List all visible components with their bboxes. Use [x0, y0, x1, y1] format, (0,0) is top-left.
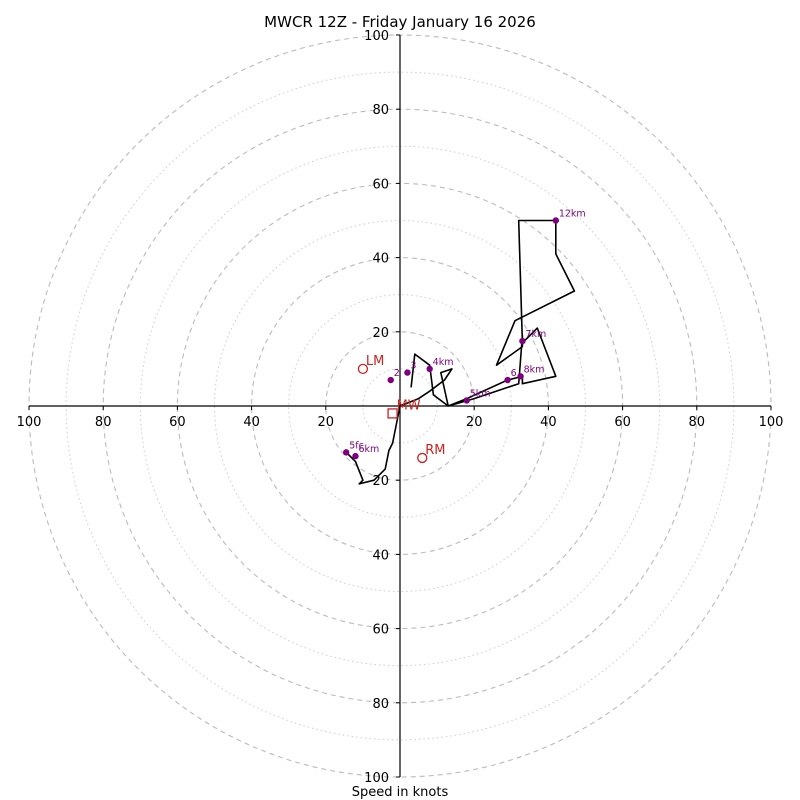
- x-axis-label: Speed in knots: [352, 785, 449, 800]
- x-tick-label: 60: [614, 415, 631, 430]
- height-marker-label: 4km: [433, 357, 454, 368]
- x-tick-label: 80: [689, 415, 706, 430]
- x-tick-label: 100: [759, 415, 784, 430]
- storm-motion-label: RM: [425, 443, 445, 458]
- height-marker-label: 3: [410, 361, 416, 372]
- hodograph-trace-line: [343, 219, 576, 485]
- x-tick-label: 20: [318, 415, 335, 430]
- x-tick-label: 20: [466, 415, 483, 430]
- x-tick-label: 100: [17, 415, 42, 430]
- storm-motion-label: LM: [366, 354, 384, 369]
- height-marker-point: [552, 217, 560, 224]
- height-marker-label: 5km: [470, 388, 491, 399]
- x-tick-label: 40: [540, 415, 557, 430]
- y-tick-label: 20: [372, 326, 389, 341]
- y-tick-label: 20: [372, 474, 389, 489]
- height-marker-point: [343, 449, 350, 456]
- y-tick-label: 60: [372, 177, 389, 192]
- height-marker-label: 5fc: [349, 440, 364, 451]
- height-marker-label: 8km: [524, 364, 545, 375]
- x-tick-label: 60: [169, 415, 186, 430]
- height-marker-point: [352, 452, 359, 460]
- y-tick-label: 100: [364, 771, 389, 786]
- height-marker-point: [463, 397, 470, 404]
- y-tick-label: 40: [372, 548, 389, 563]
- y-tick-label: 60: [372, 623, 389, 638]
- height-marker-label: 7km: [525, 329, 546, 340]
- y-tick-label: 40: [372, 252, 389, 267]
- height-marker-label: 6km: [358, 444, 379, 455]
- height-marker-label: 6: [511, 368, 517, 379]
- y-tick-label: 80: [372, 103, 389, 118]
- storm-motion-markers: LM RM MW: [357, 354, 446, 464]
- height-marker-label: 2: [394, 368, 400, 379]
- y-tick-label: 100: [364, 29, 389, 44]
- height-marker-label: 12km: [559, 209, 586, 220]
- storm-motion-circle: [357, 363, 369, 375]
- tick-labels: 100 80 60 40 20 20 40 60 80 100 100 80 60 40 20 20 40 60 8…: [17, 29, 784, 786]
- storm-motion-label: MW: [397, 398, 421, 413]
- height-marker-point: [504, 376, 511, 384]
- wind-trace: [343, 219, 576, 485]
- x-tick-label: 80: [95, 415, 112, 430]
- height-marker-point: [517, 373, 524, 380]
- height-marker-point: [519, 337, 526, 345]
- height-marker-point: [404, 369, 411, 376]
- height-marker-point: [426, 365, 433, 373]
- storm-mean-wind-box: [387, 408, 398, 419]
- chart-title: MWCR 12Z - Friday January 16 2026: [264, 13, 536, 31]
- height-marker-point: [387, 376, 394, 384]
- y-tick-label: 80: [372, 697, 389, 712]
- x-tick-label: 40: [243, 415, 260, 430]
- storm-motion-circle: [417, 452, 428, 464]
